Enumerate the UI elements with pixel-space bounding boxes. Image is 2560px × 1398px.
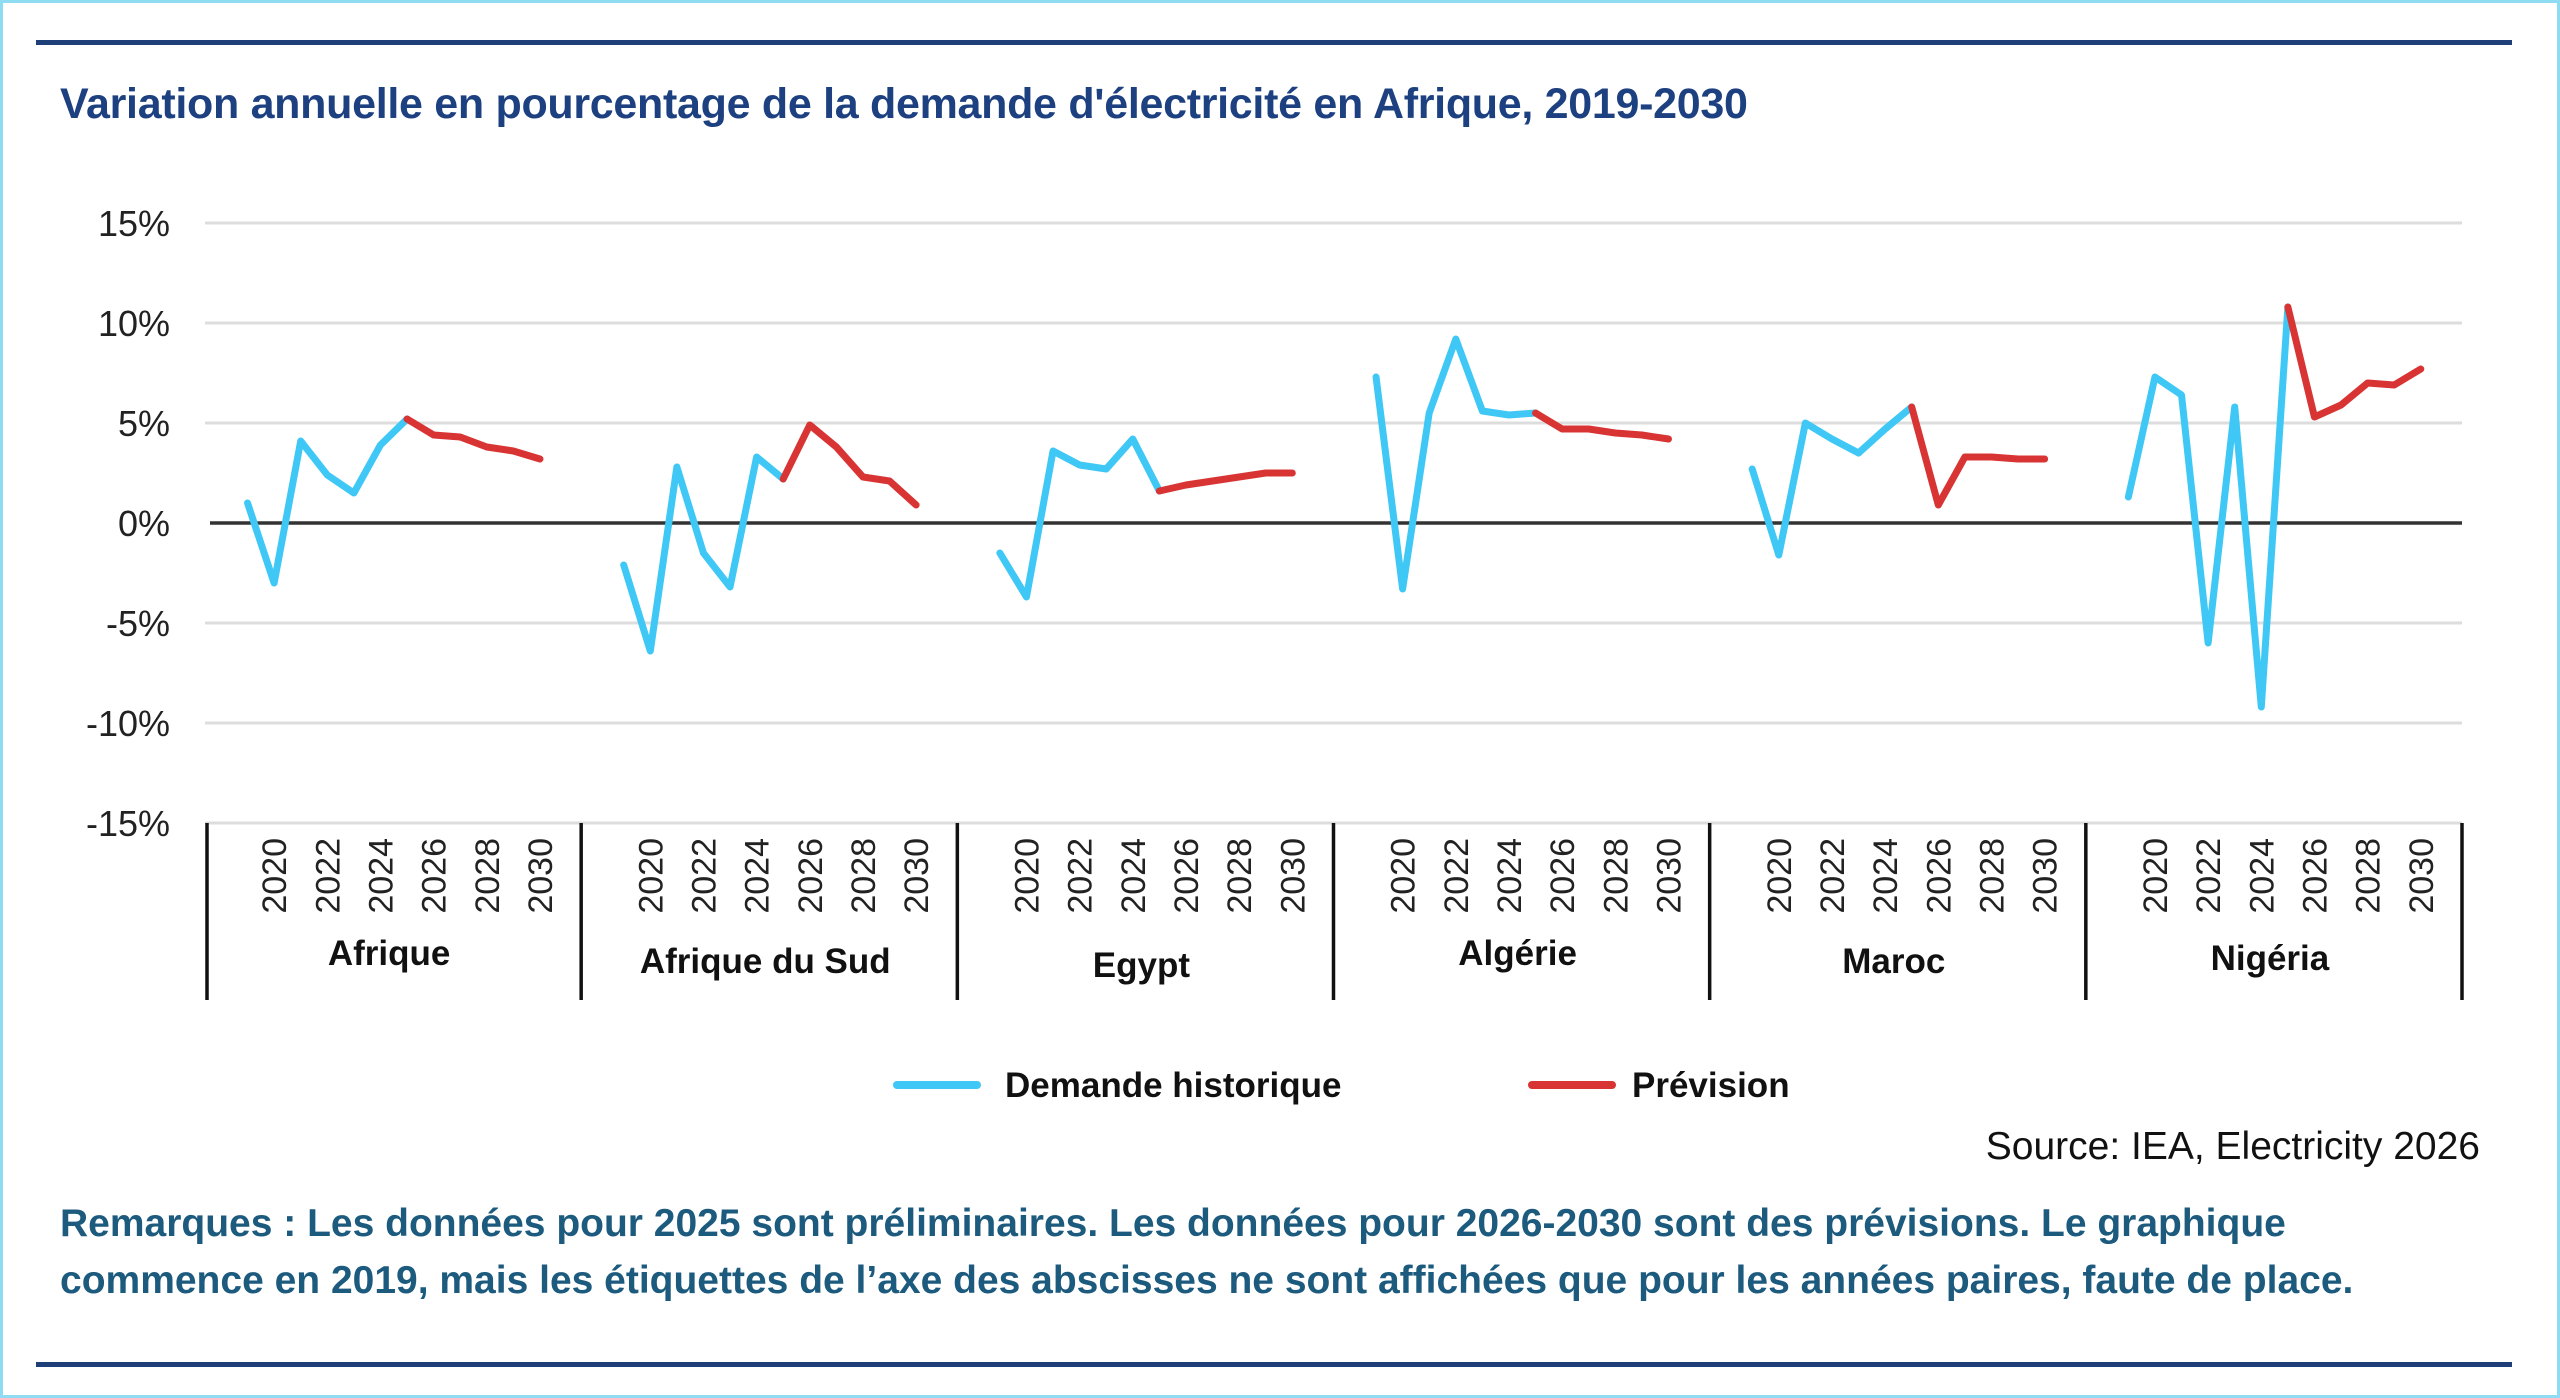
x-tick-label: 2024 (1115, 838, 1153, 914)
category-label: Afrique (328, 934, 451, 973)
category-label: Afrique du Sud (640, 942, 891, 981)
y-axis-ticks: 15% 10% 5% 0% -5% -10% -15% (86, 203, 170, 844)
series-forecast-5 (2284, 303, 2425, 421)
x-tick-label: 2026 (1168, 838, 1206, 914)
y-tick-label: -15% (86, 803, 170, 844)
x-tick-label: 2030 (1650, 838, 1688, 914)
x-tick-label: 2024 (362, 838, 400, 914)
series-forecast-4 (1908, 403, 2049, 509)
x-tick-label: 2030 (2403, 838, 2441, 914)
x-tick-label: 2022 (2190, 838, 2228, 914)
x-tick-label: 2030 (522, 838, 560, 914)
legend: Demande historique Prévision (893, 1066, 1790, 1105)
y-tick-label: 5% (118, 403, 170, 444)
x-tick-label: 2026 (792, 838, 830, 914)
category-label: Algérie (1458, 934, 1577, 973)
x-tick-label: 2026 (1544, 838, 1582, 914)
x-tick-label: 2022 (1062, 838, 1100, 914)
y-tick-label: 10% (98, 303, 170, 344)
x-tick-label: 2024 (739, 838, 777, 914)
series-historical-3 (1372, 335, 1540, 593)
bottom-rule (36, 1362, 2512, 1367)
y-tick-label: 15% (98, 203, 170, 244)
chart-title: Variation annuelle en pourcentage de la … (60, 80, 1748, 128)
x-tick-label: 2028 (845, 838, 883, 914)
x-tick-label: 2020 (632, 838, 670, 914)
x-tick-label: 2026 (1920, 838, 1958, 914)
x-tick-label: 2020 (2137, 838, 2175, 914)
x-tick-label: 2028 (1973, 838, 2011, 914)
x-tick-label: 2020 (256, 838, 294, 914)
y-tick-label: -10% (86, 703, 170, 744)
x-tick-label: 2020 (1761, 838, 1799, 914)
series-forecast-2 (1155, 469, 1296, 495)
series-forecast-3 (1532, 409, 1672, 443)
category-label: Egypt (1093, 946, 1191, 985)
gridlines (205, 221, 2462, 825)
category-label: Maroc (1842, 942, 1945, 981)
y-tick-label: -5% (106, 603, 170, 644)
series-historical-1 (620, 453, 787, 655)
x-tick-label: 2020 (1385, 838, 1423, 914)
series-forecast-0 (403, 415, 544, 463)
remarks-note: Remarques : Les données pour 2025 sont p… (60, 1202, 2354, 1302)
x-tick-label: 2022 (685, 838, 723, 914)
x-tick-label: 2030 (1274, 838, 1312, 914)
x-tick-label: 2022 (1814, 838, 1852, 914)
x-tick-label: 2022 (309, 838, 347, 914)
x-tick-label: 2028 (1221, 838, 1259, 914)
x-tick-label: 2028 (469, 838, 507, 914)
series-historical-5 (2124, 303, 2292, 711)
series-forecast-1 (779, 421, 920, 509)
x-tick-label: 2024 (1867, 838, 1905, 914)
x-tick-label: 2026 (416, 838, 454, 914)
x-tick-label: 2026 (2296, 838, 2334, 914)
x-tick-label: 2028 (2350, 838, 2388, 914)
category-label: Nigéria (2211, 939, 2330, 978)
source-note: Source: IEA, Electricity 2026 (1985, 1125, 2480, 1168)
x-tick-label: 2028 (1597, 838, 1635, 914)
x-tick-label: 2024 (1491, 838, 1529, 914)
series-historical-2 (996, 435, 1163, 601)
top-rule (36, 40, 2512, 45)
legend-label-forecast: Prévision (1632, 1066, 1790, 1105)
y-tick-label: 0% (118, 503, 170, 544)
x-tick-label: 2030 (2027, 838, 2065, 914)
x-tick-label: 2030 (898, 838, 936, 914)
series (244, 303, 2425, 711)
series-historical-4 (1748, 403, 1916, 559)
series-historical-0 (244, 415, 411, 587)
x-tick-label: 2024 (2243, 838, 2281, 914)
x-axis-ticks: 2020 2022 2024 2026 2028 2030 Afrique 2020 2022 2… (256, 838, 2441, 985)
x-tick-label: 2020 (1008, 838, 1046, 914)
category-dividers (205, 823, 2464, 1000)
legend-label-historical: Demande historique (1005, 1066, 1341, 1105)
x-tick-label: 2022 (1438, 838, 1476, 914)
